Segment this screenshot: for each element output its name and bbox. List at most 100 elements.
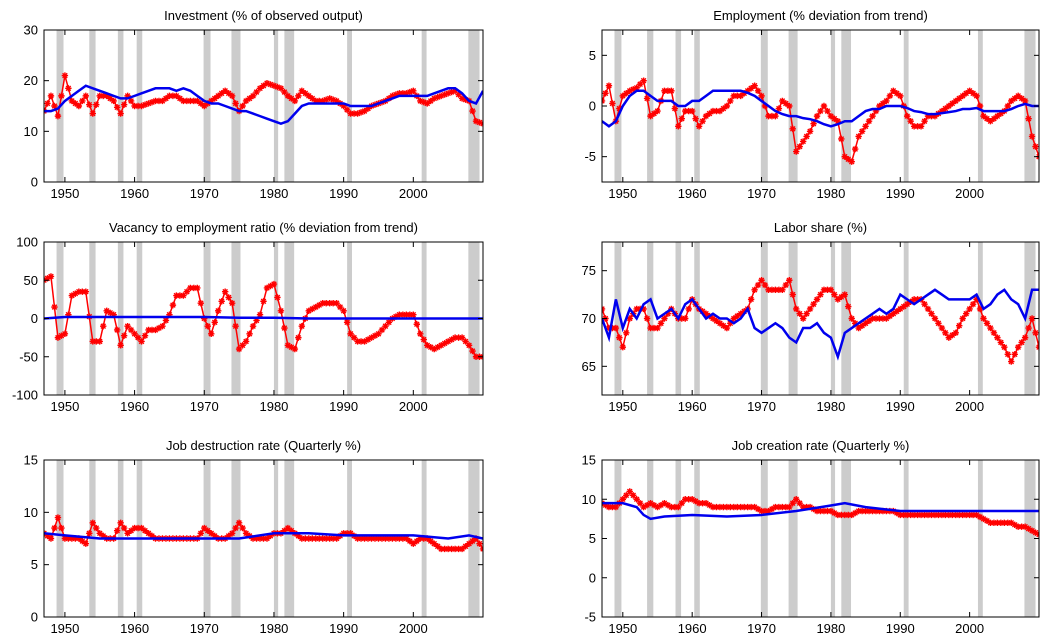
recession-band xyxy=(56,460,64,617)
data-point-marker xyxy=(650,324,658,332)
data-point-marker xyxy=(340,102,347,110)
data-point-marker xyxy=(54,334,62,341)
data-point-marker xyxy=(201,524,208,532)
data-point-marker xyxy=(281,527,288,534)
data-point-marker xyxy=(86,101,93,108)
data-point-marker xyxy=(1032,143,1039,150)
data-point-marker xyxy=(96,530,103,537)
data-point-marker xyxy=(765,112,772,120)
data-point-marker xyxy=(364,535,372,542)
panel-2: -5 0 5 1950 1960 1970 1980 1990 2000 Employment (… xyxy=(584,8,1040,201)
data-point-marker xyxy=(392,91,400,98)
data-point-marker xyxy=(897,305,904,313)
data-point-marker xyxy=(921,511,928,519)
data-point-marker xyxy=(664,87,672,94)
data-point-marker xyxy=(702,112,710,120)
data-point-marker xyxy=(437,92,445,100)
data-point-marker xyxy=(886,92,894,100)
series-group xyxy=(44,72,483,127)
data-point-marker xyxy=(476,119,483,126)
recession-band xyxy=(760,460,768,617)
data-point-marker xyxy=(79,537,86,545)
data-point-marker xyxy=(72,535,79,542)
data-point-marker xyxy=(406,537,414,545)
x-tick-label: 1960 xyxy=(120,186,149,201)
data-point-marker xyxy=(813,507,821,515)
data-point-marker xyxy=(148,532,156,540)
recession-band xyxy=(136,242,143,395)
data-point-marker xyxy=(403,90,410,97)
data-point-marker xyxy=(720,503,727,511)
data-point-marker xyxy=(734,92,741,100)
data-point-marker xyxy=(361,338,368,345)
data-point-marker xyxy=(824,286,831,294)
data-point-marker xyxy=(420,99,427,106)
data-point-marker xyxy=(845,511,852,519)
data-point-marker xyxy=(82,92,90,100)
recession-band xyxy=(841,30,852,182)
y-tick-label: 15 xyxy=(582,453,596,468)
data-point-marker xyxy=(333,300,340,307)
data-point-marker xyxy=(368,334,375,341)
data-point-marker xyxy=(831,291,838,298)
data-point-marker xyxy=(855,133,862,140)
x-tick-label: 1970 xyxy=(747,186,776,201)
data-point-marker xyxy=(61,330,69,337)
data-point-marker xyxy=(208,97,215,105)
data-point-marker xyxy=(914,296,921,303)
data-point-marker xyxy=(838,135,845,143)
data-point-marker xyxy=(462,96,469,103)
data-point-marker xyxy=(619,343,627,351)
data-point-marker xyxy=(1025,115,1032,122)
data-point-marker xyxy=(737,310,744,317)
data-point-marker xyxy=(86,530,93,537)
data-point-marker xyxy=(399,90,407,97)
data-point-marker xyxy=(190,97,198,105)
data-point-marker xyxy=(1011,351,1018,358)
data-point-marker xyxy=(633,496,640,503)
data-point-marker xyxy=(820,102,828,110)
data-point-marker xyxy=(127,97,135,105)
x-tick-label: 1960 xyxy=(120,621,149,636)
data-point-marker xyxy=(858,507,866,515)
data-point-marker xyxy=(44,100,51,107)
recession-bands xyxy=(56,30,480,182)
data-point-marker xyxy=(643,95,651,102)
data-point-marker xyxy=(312,535,319,542)
x-tick-label: 1990 xyxy=(329,186,358,201)
data-point-marker xyxy=(406,311,414,318)
x-tick-label: 1960 xyxy=(678,621,707,636)
data-point-marker xyxy=(451,334,459,341)
data-point-marker xyxy=(472,118,480,125)
data-point-marker xyxy=(886,312,894,320)
data-point-marker xyxy=(1028,527,1036,534)
data-point-marker xyxy=(876,102,883,110)
data-point-marker xyxy=(806,305,814,313)
data-point-marker xyxy=(103,92,110,100)
data-point-marker xyxy=(103,307,110,315)
y-tick-label: 10 xyxy=(24,505,38,520)
data-point-marker xyxy=(58,92,65,100)
data-point-marker xyxy=(630,86,637,93)
data-point-marker xyxy=(636,81,644,88)
data-point-marker xyxy=(786,277,793,284)
recession-band xyxy=(788,242,798,395)
data-point-marker xyxy=(761,281,769,289)
data-point-marker xyxy=(997,110,1005,117)
y-tick-label: 5 xyxy=(31,557,38,572)
data-point-marker xyxy=(152,97,159,105)
data-point-marker xyxy=(1028,133,1036,140)
data-series-markers xyxy=(44,514,483,553)
data-point-marker xyxy=(201,315,208,322)
data-point-marker xyxy=(633,305,640,313)
data-point-marker xyxy=(664,501,672,509)
data-point-marker xyxy=(323,535,330,542)
data-point-marker xyxy=(117,342,124,349)
data-point-marker xyxy=(197,530,204,537)
data-point-marker xyxy=(630,492,637,499)
recession-band xyxy=(694,30,700,182)
data-point-marker xyxy=(201,102,208,110)
data-point-marker xyxy=(928,511,935,519)
data-point-marker xyxy=(333,535,340,542)
data-point-marker xyxy=(131,524,138,532)
